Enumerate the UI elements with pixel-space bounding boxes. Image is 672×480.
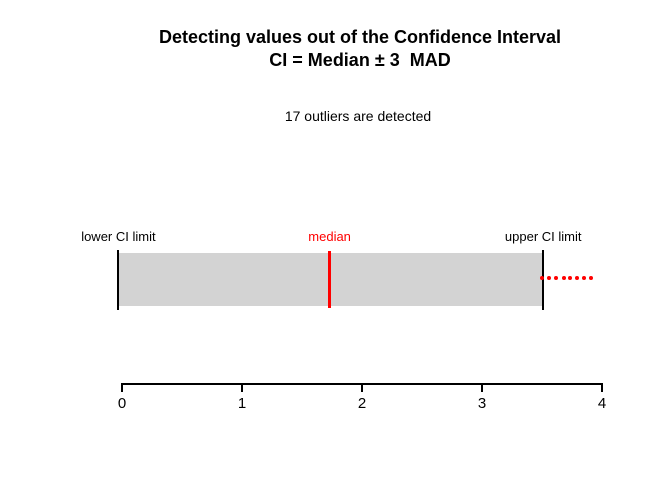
outlier-dot [567,275,572,280]
lower-ci-limit-label: lower CI limit [81,229,156,244]
x-axis-tick-label: 3 [477,395,487,412]
outlier-count-annotation: 17 outliers are detected [284,108,432,124]
median-line [328,251,332,308]
x-axis-tick-label: 4 [597,395,607,412]
x-axis-tick [121,383,123,392]
upper-ci-limit-line [542,250,545,310]
chart-title-line2: CI = Median ± 3 MAD [269,50,451,70]
upper-ci-limit-label: upper CI limit [504,229,582,244]
x-axis-tick-label: 1 [237,395,247,412]
outlier-dot [582,275,586,280]
x-axis-tick [481,383,483,392]
median-label: median [308,229,351,244]
outlier-dot [589,275,594,280]
lower-ci-limit-line [117,250,120,310]
outlier-dot [547,275,552,280]
x-axis-tick [361,383,363,392]
x-axis-tick-label: 2 [357,395,367,412]
x-axis-tick [601,383,603,392]
x-axis-tick-label: 0 [117,395,127,412]
outlier-dot [561,275,566,280]
chart-title: Detecting values out of the Confidence I… [158,27,562,47]
outlier-dot [554,275,559,280]
x-axis-tick [241,383,243,392]
outlier-dot [574,275,579,280]
outlier-dot [540,275,544,280]
